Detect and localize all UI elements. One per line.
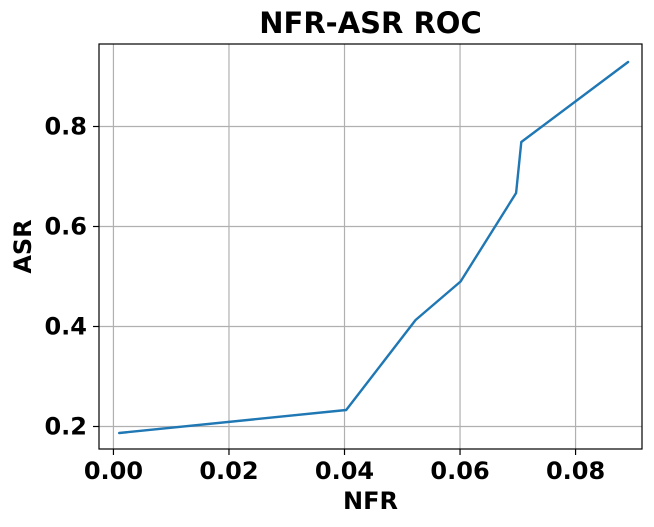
plot-frame (98, 43, 643, 450)
y-tick-label: 0.2 (44, 413, 87, 441)
y-tick-label: 0.4 (44, 313, 87, 341)
y-axis-label: ASR (9, 219, 37, 273)
roc-series-line (117, 60, 630, 435)
grid-layer (99, 44, 642, 449)
x-tick-label: 0.02 (199, 457, 258, 485)
x-tick-label: 0.00 (84, 457, 143, 485)
x-tick-label: 0.08 (546, 457, 605, 485)
y-tick-label: 0.6 (44, 213, 87, 241)
chart-title: NFR-ASR ROC (259, 6, 481, 40)
x-tick-label: 0.06 (430, 457, 489, 485)
series-layer (117, 60, 630, 435)
x-axis-label: NFR (343, 487, 398, 515)
tick-layer: 0.00 0.02 0.04 0.06 0.08 0.2 0.4 0.6 0.8 (44, 113, 605, 486)
x-tick-label: 0.04 (315, 457, 374, 485)
y-tick-label: 0.8 (44, 113, 87, 141)
